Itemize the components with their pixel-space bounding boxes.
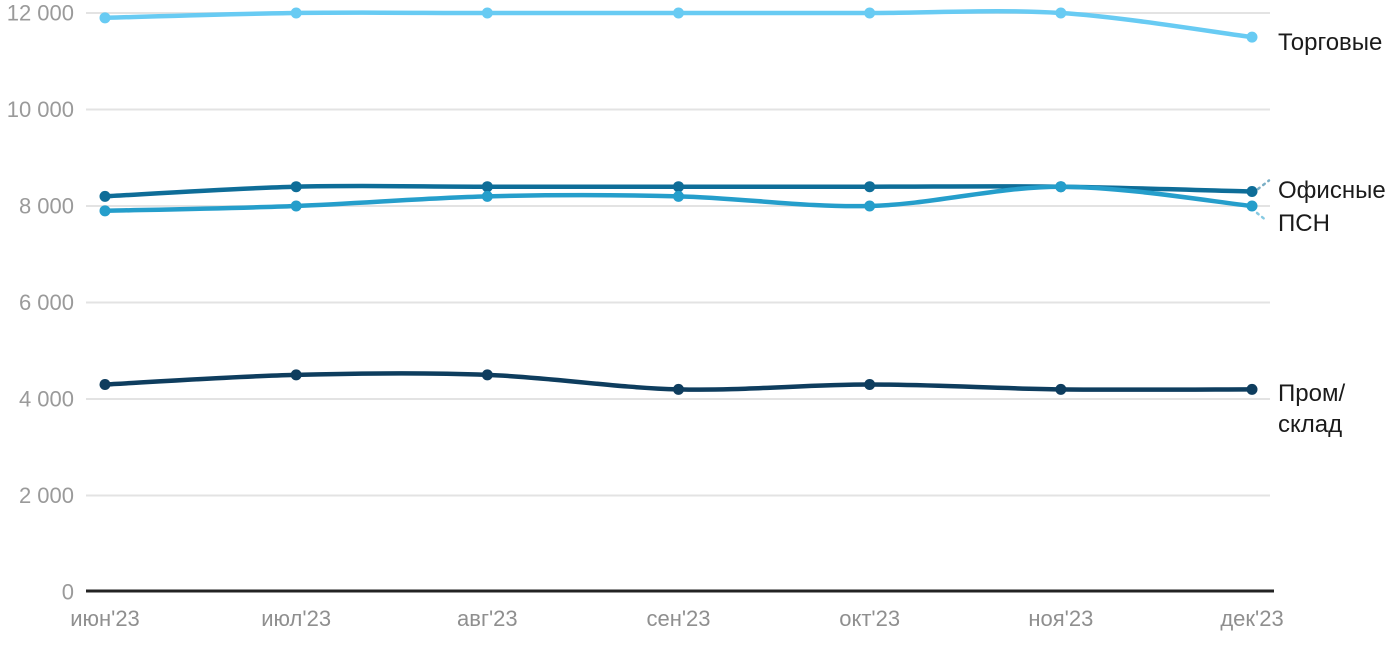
series-label-ofisnye: Офисные xyxy=(1278,177,1386,204)
x-axis-tick-label-3: сен'23 xyxy=(646,606,710,631)
series-label-psn: ПСН xyxy=(1278,210,1330,237)
data-point-prom-sklad-4[interactable] xyxy=(864,379,876,391)
data-point-torgovye-0[interactable] xyxy=(99,12,111,24)
data-point-torgovye-3[interactable] xyxy=(673,7,684,19)
y-axis-tick-label-12000: 12 000 xyxy=(7,1,74,26)
x-axis-tick-label-4: окт'23 xyxy=(839,606,900,631)
data-point-torgovye-6[interactable] xyxy=(1246,31,1258,43)
series-label-torgovye: Торговые xyxy=(1278,29,1382,56)
data-point-psn-6[interactable] xyxy=(1246,200,1258,212)
data-point-psn-4[interactable] xyxy=(864,200,876,212)
y-axis-tick-label-4000: 4 000 xyxy=(19,387,74,412)
label-connector-psn xyxy=(1255,211,1269,223)
data-point-torgovye-2[interactable] xyxy=(481,7,493,19)
data-point-ofisnye-1[interactable] xyxy=(290,181,302,193)
data-point-torgovye-1[interactable] xyxy=(290,7,302,19)
data-point-ofisnye-3[interactable] xyxy=(673,181,684,193)
data-point-ofisnye-6[interactable] xyxy=(1246,186,1258,198)
x-axis-tick-label-2: авг'23 xyxy=(457,606,518,631)
data-point-prom-sklad-5[interactable] xyxy=(1055,383,1067,395)
y-axis-tick-label-8000: 8 000 xyxy=(19,194,74,219)
data-point-psn-2[interactable] xyxy=(481,190,493,202)
data-point-prom-sklad-2[interactable] xyxy=(481,369,493,381)
series-label-prom-sklad-line0: Пром/ xyxy=(1278,380,1345,407)
x-axis-tick-label-0: июн'23 xyxy=(70,606,140,631)
data-point-ofisnye-2[interactable] xyxy=(481,181,493,193)
data-point-prom-sklad-1[interactable] xyxy=(290,369,302,381)
data-point-prom-sklad-6[interactable] xyxy=(1246,383,1258,395)
data-point-prom-sklad-3[interactable] xyxy=(673,383,684,395)
data-point-psn-1[interactable] xyxy=(290,200,302,212)
data-point-psn-0[interactable] xyxy=(99,205,111,217)
data-point-ofisnye-4[interactable] xyxy=(864,181,876,193)
y-axis-tick-label-0: 0 xyxy=(62,580,74,605)
series-label-prom-sklad-line1: склад xyxy=(1278,411,1342,438)
x-axis-tick-label-1: июл'23 xyxy=(261,606,331,631)
data-point-torgovye-5[interactable] xyxy=(1055,7,1067,19)
y-axis-tick-label-6000: 6 000 xyxy=(19,290,74,315)
data-point-torgovye-4[interactable] xyxy=(864,7,876,19)
data-point-prom-sklad-0[interactable] xyxy=(99,379,111,391)
data-point-psn-3[interactable] xyxy=(673,190,684,202)
y-axis-tick-label-10000: 10 000 xyxy=(7,97,74,122)
y-axis-tick-label-2000: 2 000 xyxy=(19,483,74,508)
data-point-ofisnye-0[interactable] xyxy=(99,190,111,202)
x-axis-tick-label-5: ноя'23 xyxy=(1028,606,1093,631)
data-point-psn-5[interactable] xyxy=(1055,181,1067,193)
label-connector-ofisnye xyxy=(1256,179,1271,191)
x-axis-tick-label-6: дек'23 xyxy=(1220,606,1283,631)
